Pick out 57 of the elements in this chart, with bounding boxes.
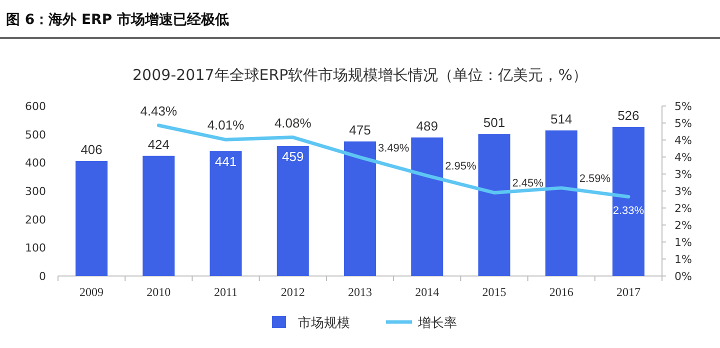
y-tick-label: 100 [25, 242, 46, 255]
bar [344, 141, 376, 276]
y-tick-label: 0 [39, 270, 46, 283]
bar [76, 160, 108, 276]
bar [478, 134, 510, 276]
data-label: 424 [148, 136, 170, 152]
x-tick-label: 2012 [280, 285, 305, 299]
bar [612, 126, 644, 276]
legend-label: 市场规模 [298, 316, 350, 331]
y2-tick-label: 3% [674, 168, 692, 181]
x-tick-label: 2017 [616, 285, 640, 299]
x-tick-label: 2013 [348, 285, 372, 299]
y2-tick-label: 2% [674, 219, 692, 232]
y2-tick-label: 2% [674, 202, 692, 215]
data-label: 4.01% [207, 118, 245, 133]
data-label: 526 [618, 108, 640, 123]
data-label: 441 [214, 154, 237, 170]
y2-tick-label: 3% [674, 185, 692, 198]
y2-tick-label: 5% [674, 100, 692, 113]
bar [210, 151, 242, 276]
y2-tick-label: 4% [674, 151, 692, 164]
data-label: 4.43% [140, 103, 178, 118]
data-label: 2.33% [612, 204, 644, 217]
x-tick-label: 2011 [214, 285, 238, 299]
x-tick-label: 2016 [549, 285, 574, 299]
y-tick-label: 600 [25, 100, 46, 113]
y-tick-label: 200 [25, 213, 46, 226]
y2-tick-label: 1% [674, 253, 692, 266]
bar [276, 146, 309, 276]
data-label: 3.49% [378, 142, 410, 154]
bar [142, 156, 175, 276]
legend-label: 增长率 [417, 315, 457, 331]
data-label: 489 [416, 118, 438, 134]
data-label: 514 [550, 111, 572, 126]
data-label: 2.95% [445, 160, 477, 173]
bar [411, 137, 444, 276]
data-label: 406 [80, 142, 102, 157]
x-tick-label: 2010 [146, 285, 171, 299]
y2-tick-label: 4% [674, 134, 692, 147]
x-tick-label: 2014 [415, 285, 440, 299]
x-tick-label: 2009 [80, 285, 104, 299]
y-tick-label: 300 [25, 185, 46, 198]
data-label: 2.59% [579, 172, 611, 185]
y2-tick-label: 1% [674, 236, 692, 249]
bar [545, 130, 578, 276]
y2-tick-label: 0% [674, 270, 692, 283]
y2-tick-label: 5% [674, 117, 692, 130]
y-tick-label: 400 [25, 156, 46, 170]
data-label: 501 [483, 115, 506, 130]
data-label: 459 [282, 148, 304, 164]
data-label: 4.08% [274, 115, 312, 130]
y-tick-label: 500 [25, 128, 46, 142]
chart-subtitle: 2009-2017年全球ERP软件市场规模增长情况（单位：亿美元，%） [132, 66, 588, 84]
data-label: 2.45% [512, 178, 544, 190]
chart-title: 图 6：海外 ERP 市场增速已经极低 [6, 11, 229, 28]
x-tick-label: 2015 [482, 285, 506, 299]
data-label: 475 [349, 122, 371, 138]
